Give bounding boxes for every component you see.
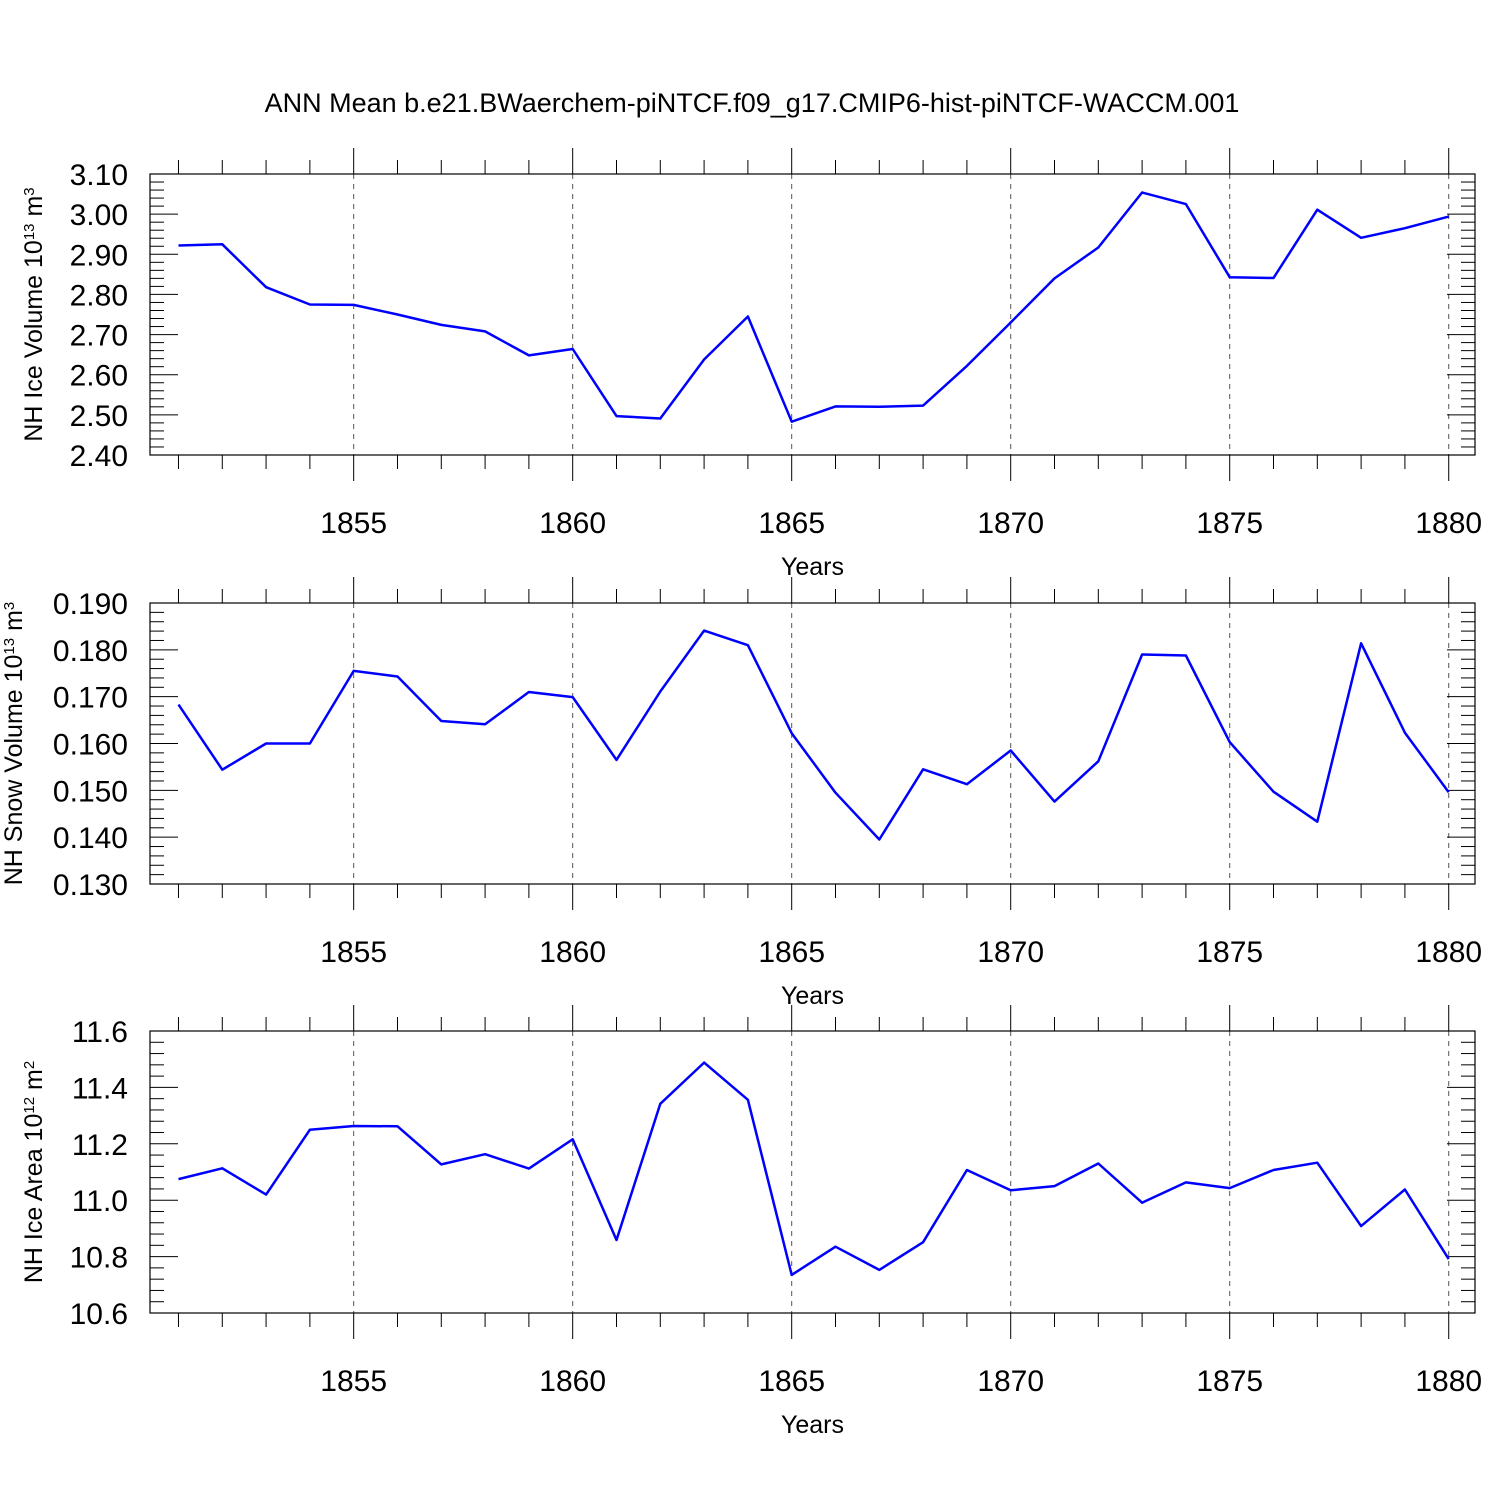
x-tick-label: 1855	[320, 507, 387, 540]
y-tick-label: 0.150	[53, 775, 128, 808]
y-tick-label: 2.90	[70, 239, 128, 272]
y-axis-label: NH Ice Area 1012 m2	[20, 1061, 48, 1283]
y-tick-label: 2.60	[70, 360, 128, 393]
y-tick-label: 3.00	[70, 199, 128, 232]
panel-1: 2.40 2.50 2.60 2.70 2.80 2.90 3.00 3.10 1855 1860…	[20, 148, 1482, 581]
x-tick-label: 1865	[758, 1365, 825, 1398]
x-tick-label: 1880	[1415, 507, 1482, 540]
y-tick-label: 0.180	[53, 635, 128, 668]
x-tick-label: 1870	[977, 507, 1044, 540]
plot-frame	[149, 602, 1476, 885]
y-tick-label: 11.2	[72, 1129, 128, 1162]
x-axis-label: Years	[781, 1411, 844, 1439]
x-tick-label: 1855	[320, 1365, 387, 1398]
y-tick-label: 11.6	[72, 1016, 128, 1049]
x-tick-label: 1860	[539, 1365, 606, 1398]
x-tick-label: 1875	[1196, 1365, 1263, 1398]
x-tick-label: 1870	[977, 936, 1044, 969]
y-tick-label: 0.130	[53, 869, 128, 902]
y-tick-label: 10.6	[70, 1298, 128, 1331]
y-tick-label: 0.140	[53, 822, 128, 855]
plot-frame	[149, 173, 1476, 456]
panels: 2.40 2.50 2.60 2.70 2.80 2.90 3.00 3.10 1855 1860…	[0, 148, 1482, 1439]
panel-2: 0.130 0.140 0.150 0.160 0.170 0.180 0.190 1855 1…	[0, 577, 1482, 1010]
x-tick-label: 1865	[758, 936, 825, 969]
x-tick-label: 1880	[1415, 1365, 1482, 1398]
x-tick-label: 1875	[1196, 507, 1263, 540]
y-tick-label: 11.0	[72, 1185, 128, 1218]
x-tick-label: 1855	[320, 936, 387, 969]
y-tick-label: 2.40	[70, 440, 128, 473]
x-tick-label: 1870	[977, 1365, 1044, 1398]
figure-title: ANN Mean b.e21.BWaerchem-piNTCF.f09_g17.…	[265, 88, 1240, 118]
x-tick-label: 1860	[539, 507, 606, 540]
y-tick-label: 11.4	[72, 1072, 128, 1105]
y-tick-label: 0.190	[53, 588, 128, 621]
panel-3: 10.6 10.8 11.0 11.2 11.4 11.6 1855 1860 1865 1870…	[20, 1005, 1482, 1439]
plot-frame	[149, 1030, 1476, 1314]
y-tick-label: 0.170	[53, 682, 128, 715]
y-tick-label: 2.80	[70, 279, 128, 312]
x-axis-label: Years	[781, 553, 844, 581]
x-tick-label: 1860	[539, 936, 606, 969]
y-tick-label: 2.70	[70, 320, 128, 353]
y-tick-label: 3.10	[70, 159, 128, 192]
y-tick-label: 2.50	[70, 400, 128, 433]
series-line	[178, 1061, 1450, 1277]
y-axis-label: NH Snow Volume 1013 m3	[0, 602, 28, 886]
series-line	[178, 191, 1450, 423]
y-tick-label: 0.160	[53, 729, 128, 762]
x-axis-label: Years	[781, 982, 844, 1010]
y-tick-label: 10.8	[70, 1242, 128, 1275]
x-tick-label: 1880	[1415, 936, 1482, 969]
x-tick-label: 1865	[758, 507, 825, 540]
y-axis-label: NH Ice Volume 1013 m3	[20, 187, 48, 441]
x-tick-label: 1875	[1196, 936, 1263, 969]
series-line	[177, 629, 1450, 841]
